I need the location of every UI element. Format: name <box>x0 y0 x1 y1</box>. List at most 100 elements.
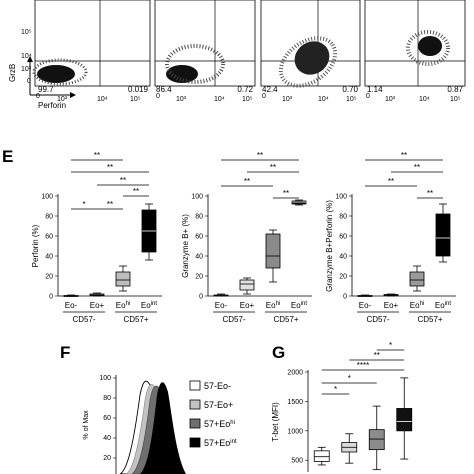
plot-frame <box>154 0 256 87</box>
significance-label: ** <box>401 151 407 160</box>
significance-label: ** <box>107 200 113 209</box>
box <box>368 429 385 451</box>
group-label: CD57+ <box>273 315 298 324</box>
x-tick: 10⁴ <box>419 96 430 103</box>
y-tick-label: 20 <box>45 274 53 281</box>
y-tick-label: 2000 <box>287 370 303 377</box>
y-tick-label: 80 <box>195 214 203 221</box>
group-label: CD57+ <box>123 315 148 324</box>
y-tick-label: 0 <box>199 294 203 301</box>
y-tick-label: 100 <box>191 194 203 201</box>
category-label: Eo+ <box>384 301 399 310</box>
panel-e: 0 20 40 60 80 100 Perforin (%) Eo- Eo+ Eohi Eoint C… <box>31 151 456 324</box>
box <box>115 271 131 287</box>
plot-frame <box>364 0 466 87</box>
y-axis-label: Perforin (%) <box>31 224 40 267</box>
flow-plot-2: 0 10³ 10⁴ 10⁵ 86.4 0.72 <box>154 0 256 103</box>
quadrant-lower-right: 0.87 <box>447 85 463 94</box>
x-arrow-head <box>70 92 76 98</box>
legend-swatch <box>189 418 201 429</box>
x-tick: 10⁵ <box>130 96 141 103</box>
flow-plot-1: 10⁵ 10⁴ 10³ 0 0 10³ 10⁴ 10⁵ 99.7 0.019 <box>21 0 151 103</box>
significance-label: ** <box>94 151 100 160</box>
event-scatter <box>406 30 450 66</box>
x-tick: 10⁵ <box>450 96 461 103</box>
plot-frame <box>260 0 361 87</box>
significance-label: ** <box>427 189 433 198</box>
y-tick: 100 <box>99 375 111 382</box>
legend-label: 57+Eoint <box>204 438 237 448</box>
box <box>409 271 425 287</box>
y-tick-label: 60 <box>339 234 347 241</box>
y-tick: 10³ <box>21 66 32 73</box>
significance-label: * <box>389 341 392 350</box>
panel-e-letter: E <box>2 147 13 166</box>
x-tick: 10⁴ <box>214 96 225 103</box>
y-tick-label: 20 <box>339 274 347 281</box>
x-tick: 10⁵ <box>242 96 253 103</box>
y-arrow-head <box>27 56 33 62</box>
category-label: Eo- <box>359 301 372 310</box>
y-tick-label: 40 <box>45 254 53 261</box>
significance-label: ** <box>120 176 126 185</box>
x-tick: 0 <box>262 93 266 100</box>
significance-label: ** <box>388 177 394 186</box>
category-label: Eoint <box>291 301 307 310</box>
event-cluster <box>37 65 75 83</box>
y-tick: 20 <box>103 455 111 462</box>
y-tick-label: 40 <box>195 254 203 261</box>
flow-plot-4: 0 10³ 10⁴ 10⁵ 1.14 0.87 <box>364 0 466 103</box>
significance-label: ** <box>283 189 289 198</box>
significance-label: ** <box>270 163 276 172</box>
legend-label: 57-Eo+ <box>204 400 233 410</box>
quadrant-lower-right: 0.70 <box>342 85 358 94</box>
category-label: Eoint <box>435 301 451 310</box>
y-tick-label: 80 <box>45 214 53 221</box>
y-tick: 80 <box>103 395 111 402</box>
quadrant-lower-left: 99.7 <box>38 85 54 94</box>
y-tick: 60 <box>103 415 111 422</box>
y-tick-label: 0 <box>49 294 53 301</box>
flow-y-label: GrzB <box>8 64 17 82</box>
event-cluster <box>294 41 330 75</box>
quadrant-lower-right: 0.72 <box>237 85 253 94</box>
y-tick-label: 60 <box>195 234 203 241</box>
legend-swatch <box>189 437 201 448</box>
event-cluster <box>166 65 198 83</box>
significance-label: ** <box>257 151 263 160</box>
box <box>265 233 281 269</box>
y-tick-label: 60 <box>45 234 53 241</box>
quadrant-lower-left: 42.4 <box>262 85 278 94</box>
x-tick: 10⁵ <box>346 96 357 103</box>
box <box>239 279 255 291</box>
y-axis-label: % of Max <box>83 410 90 440</box>
event-scatter <box>32 58 88 86</box>
significance-label: * <box>82 200 85 209</box>
y-tick-label: 100 <box>41 194 53 201</box>
y-tick-label: 500 <box>291 458 303 465</box>
legend-swatch <box>189 399 201 410</box>
legend: 57-Eo- 57-Eo+ 57+Eohi 57+Eoint <box>189 380 237 448</box>
category-label: Eo- <box>65 301 78 310</box>
panel-g-letter: G <box>272 343 285 362</box>
box <box>291 200 307 205</box>
y-tick-label: 1000 <box>287 428 303 435</box>
y-tick-label: 100 <box>335 194 347 201</box>
group-label: CD57+ <box>417 315 442 324</box>
boxplot-chart-1: 0 20 40 60 80 100 Perforin (%) Eo- Eo+ Eohi Eoint C… <box>31 151 162 324</box>
legend-swatch <box>189 380 201 391</box>
plot-frame <box>34 0 151 87</box>
y-axis-label: Granzyme B+ (%) <box>181 214 190 278</box>
histogram-57-eo-int <box>140 382 186 474</box>
x-tick: 10³ <box>385 96 396 103</box>
group-label: CD57- <box>366 315 389 324</box>
panel-f-histogram: 100 80 60 40 20 % of Max 57-Eo- 57-Eo+ 5… <box>83 375 237 474</box>
category-label: Eo+ <box>240 301 255 310</box>
significance-label: ** <box>133 187 139 196</box>
y-tick-label: 20 <box>195 274 203 281</box>
y-tick: 0 <box>27 78 31 85</box>
x-tick: 10³ <box>57 96 68 103</box>
significance-label: **** <box>357 361 369 370</box>
